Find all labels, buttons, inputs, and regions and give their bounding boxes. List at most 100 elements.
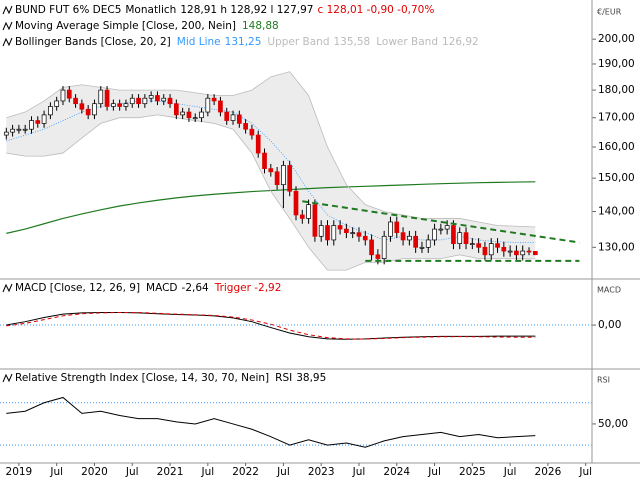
- candle-body: [432, 228, 437, 241]
- candle-body: [3, 131, 9, 136]
- candle-body: [167, 97, 173, 105]
- x-tick-label: Jul: [276, 466, 290, 478]
- legend-value: 126,92: [442, 36, 479, 48]
- candle-body: [48, 106, 53, 116]
- candle-body: [407, 235, 412, 241]
- candle-body: [444, 225, 450, 230]
- candle-body: [451, 225, 456, 244]
- panel-title: MACD [Close, 12, 26, 9]: [15, 282, 140, 294]
- candle-body: [54, 100, 60, 107]
- candle-body: [469, 243, 475, 245]
- candle-body: [41, 114, 47, 124]
- axis-label: MACD: [597, 286, 621, 295]
- candle-body: [186, 111, 192, 119]
- y-tick-label: 0,00: [598, 319, 621, 331]
- candle-body: [425, 239, 431, 248]
- bollinger-line: [6, 71, 536, 228]
- x-tick-label: Jul: [200, 466, 214, 478]
- candle-body: [66, 89, 72, 99]
- icon: [2, 21, 13, 31]
- candle-body: [514, 250, 519, 256]
- y-tick-label: 160,00: [598, 141, 635, 153]
- candle-body: [117, 103, 123, 107]
- candle-body: [306, 204, 311, 219]
- x-tick-label: 2023: [308, 466, 335, 478]
- candle-body: [488, 243, 494, 256]
- y-tick-label: 150,00: [598, 172, 635, 184]
- instrument: BUND FUT 6% DEC5: [15, 4, 121, 16]
- candle-body: [350, 232, 356, 235]
- candle-body: [356, 232, 362, 237]
- candle-body: [142, 97, 148, 105]
- candle-body: [192, 117, 198, 120]
- candle-body: [224, 111, 230, 121]
- candle-body: [129, 97, 135, 105]
- legend-name: Bollinger Bands [Close, 20, 2]: [15, 36, 171, 48]
- candle-body: [16, 128, 22, 131]
- bollinger-line: [6, 114, 536, 271]
- axis-label: RSI: [597, 376, 610, 385]
- candle-body: [394, 221, 400, 234]
- plot-area: 130,00 140,00 150,00 160,00 170,00 180,00 190,…: [0, 33, 635, 448]
- candle-body: [457, 232, 463, 244]
- candle-body: [501, 246, 507, 252]
- candle-body: [148, 95, 154, 99]
- icon: [2, 37, 13, 47]
- legend: Moving Average Simple [Close, 200, Nein]…: [15, 20, 279, 32]
- candle-body: [123, 103, 129, 107]
- candle-body: [29, 120, 34, 130]
- legend-name: Mid Line: [177, 36, 221, 48]
- legend: MACD [Close, 12, 26, 9] MACD -2,64 Trigger -…: [15, 282, 281, 294]
- candle-body: [362, 235, 368, 241]
- x-tick-label: 2021: [157, 466, 184, 478]
- candle-body: [230, 114, 236, 121]
- candle-body: [161, 97, 167, 102]
- candle-body: [111, 103, 116, 107]
- trend-line: [302, 200, 580, 244]
- x-tick-label: 2019: [6, 466, 33, 478]
- candle-body: [281, 165, 286, 186]
- candle-body: [211, 97, 217, 102]
- candle-body: [268, 168, 274, 173]
- x-tick-label: 2026: [535, 466, 562, 478]
- x-tick-label: 2024: [383, 466, 410, 478]
- legend: Relative Strength Index [Close, 14, 30, …: [15, 372, 326, 384]
- x-tick-label: Jul: [578, 466, 592, 478]
- candle-body: [218, 100, 223, 113]
- indicator-line: [6, 311, 536, 340]
- legend-name: Trigger: [214, 282, 252, 294]
- y-tick-label: 170,00: [598, 112, 635, 124]
- candle-body: [482, 246, 488, 256]
- legend-value: -2,64: [182, 282, 209, 294]
- candle-body: [381, 235, 387, 259]
- candle-body: [463, 232, 469, 244]
- candle-body: [104, 89, 110, 107]
- legend-value: 38,95: [296, 372, 326, 384]
- candle-body: [79, 103, 85, 110]
- candle-body: [476, 243, 481, 248]
- candle-body: [10, 128, 15, 133]
- candle-body: [73, 97, 78, 105]
- candle-body: [155, 95, 160, 102]
- y-tick-label: 190,00: [598, 58, 635, 70]
- candle-body: [180, 111, 185, 116]
- candle-body: [173, 103, 179, 116]
- x-tick-label: 2020: [81, 466, 108, 478]
- candle-body: [318, 225, 324, 237]
- x-tick-label: 2022: [232, 466, 259, 478]
- candle-body: [532, 251, 538, 256]
- x-tick-label: Jul: [427, 466, 441, 478]
- x-tick-label: Jul: [503, 466, 517, 478]
- legend-value: 131,25: [225, 36, 262, 48]
- x-tick-label: Jul: [49, 466, 63, 478]
- header: BUND FUT 6% DEC5 Monatlich 128,91 h 128,92…: [15, 4, 434, 16]
- axis-label: €/EUR: [597, 8, 622, 17]
- legend-name: MACD: [146, 282, 177, 294]
- candle-body: [85, 108, 91, 116]
- candle-body: [92, 103, 97, 116]
- indicator-line: [6, 311, 536, 340]
- candle-body: [413, 235, 419, 248]
- candle-body: [325, 225, 330, 241]
- x-tick-label: Jul: [352, 466, 366, 478]
- legend: Bollinger Bands [Close, 20, 2] Mid Line 13…: [15, 36, 479, 48]
